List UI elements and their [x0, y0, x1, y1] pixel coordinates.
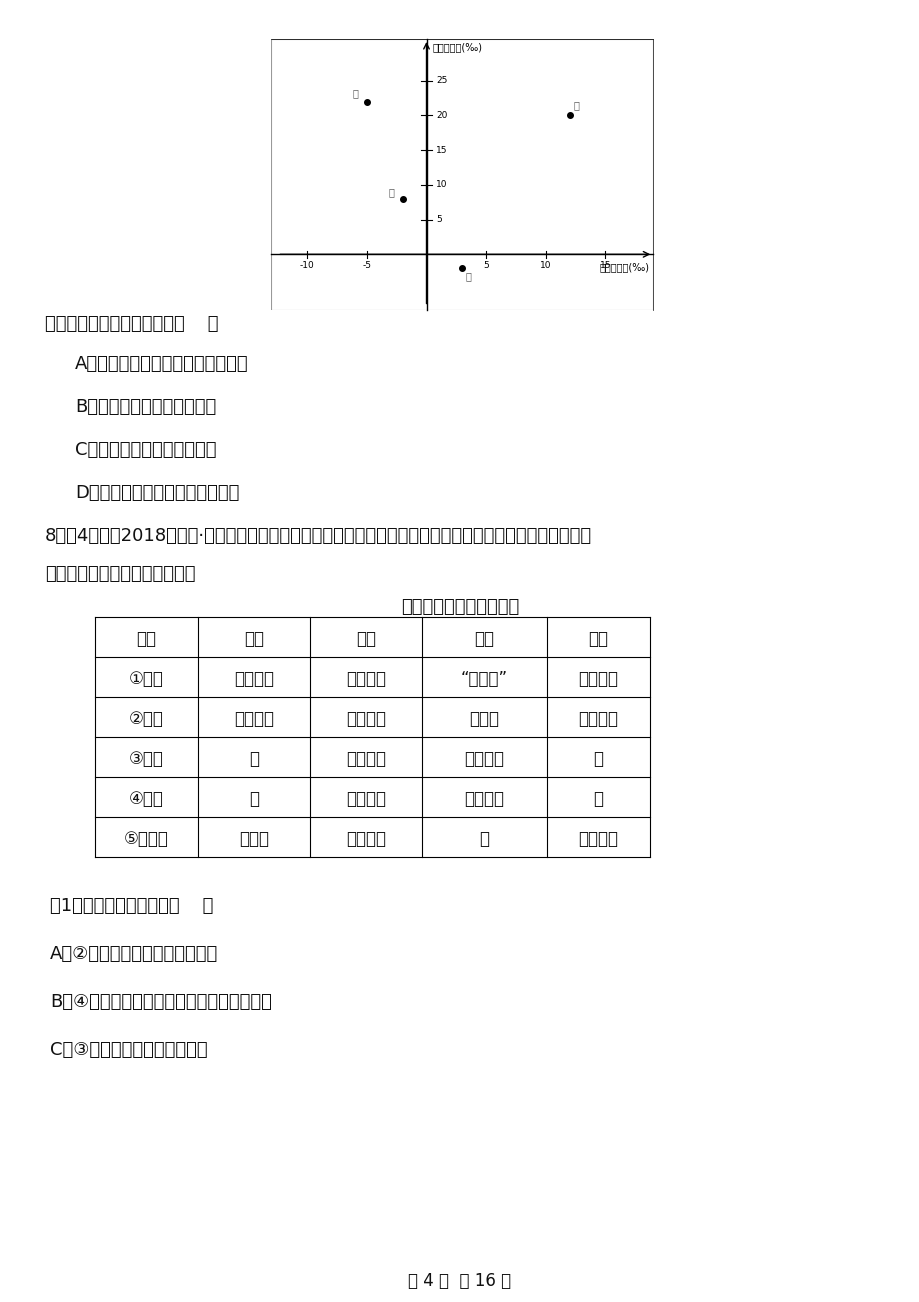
Text: 菜系: 菜系	[136, 630, 156, 648]
Text: ③苏菜: ③苏菜	[129, 750, 164, 768]
Text: 畜禽珍异: 畜禽珍异	[233, 671, 274, 687]
Text: ②川菜: ②川菜	[129, 710, 164, 728]
Text: 10: 10	[436, 181, 447, 189]
Text: 20: 20	[436, 111, 447, 120]
Text: 甲: 甲	[352, 89, 358, 98]
Text: B．巴西、印度、德国、美国: B．巴西、印度、德国、美国	[75, 398, 216, 417]
Text: C．印度、中国、日本、德国: C．印度、中国、日本、德国	[75, 441, 216, 460]
Text: B．④菜系源地文化风格显现温婉清丽的特点: B．④菜系源地文化风格显现温婉清丽的特点	[50, 993, 272, 1010]
Text: ？: ？	[249, 750, 259, 768]
Text: 15: 15	[599, 262, 610, 271]
Text: 吴侬民歌: 吴侬民歌	[463, 750, 504, 768]
Text: -5: -5	[362, 262, 371, 271]
Text: （1）以下判断正确的是（    ）: （1）以下判断正确的是（ ）	[50, 897, 213, 915]
Text: ⑤蒙古菜: ⑤蒙古菜	[123, 829, 168, 848]
Text: 竹枝词: 竹枝词	[469, 710, 498, 728]
Text: 灵巧多样: 灵巧多样	[346, 710, 386, 728]
Text: 坦荡远旷: 坦荡远旷	[577, 829, 618, 848]
Text: 新巧灵秀: 新巧灵秀	[577, 710, 618, 728]
Text: 25: 25	[436, 77, 447, 85]
Text: C．③菜系原料以生猛海鲜为主: C．③菜系原料以生猛海鲜为主	[50, 1042, 208, 1059]
Text: 15: 15	[436, 146, 447, 155]
Text: ？: ？	[479, 829, 489, 848]
Text: 烹调: 烹调	[356, 630, 376, 648]
Text: 土产山珍: 土产山珍	[233, 710, 274, 728]
Text: 原料: 原料	[244, 630, 264, 648]
Text: 8．（4分）（2018高二下·武邑开学考）某学校地理小组进行文化与地理环境关系课题研究，并已完成下表中: 8．（4分）（2018高二下·武邑开学考）某学校地理小组进行文化与地理环境关系课…	[45, 527, 592, 546]
Text: 5: 5	[436, 215, 441, 224]
Text: 丁: 丁	[465, 271, 471, 281]
Text: 丙: 丙	[388, 186, 393, 197]
Text: 第 4 页  共 16 页: 第 4 页 共 16 页	[408, 1272, 511, 1290]
Text: ④粤菜: ④粤菜	[129, 790, 164, 809]
Text: 丁各代表一个国家，依次是（    ）: 丁各代表一个国家，依次是（ ）	[45, 315, 219, 333]
Text: 牛马羊: 牛马羊	[239, 829, 268, 848]
Text: 风格: 风格	[587, 630, 607, 648]
Text: 浑厚深沉: 浑厚深沉	[577, 671, 618, 687]
Text: “小白菜”: “小白菜”	[460, 671, 507, 687]
Text: 乙: 乙	[573, 100, 578, 109]
Text: ？: ？	[593, 790, 602, 809]
Text: D．尼日利亚、印度、德国、英国: D．尼日利亚、印度、德国、英国	[75, 484, 239, 503]
Bar	[271, 39, 652, 310]
Text: 5: 5	[482, 262, 489, 271]
Text: 广东音乐: 广东音乐	[463, 790, 504, 809]
Text: 文艺: 文艺	[473, 630, 494, 648]
Text: 自然增长率(‰): 自然增长率(‰)	[432, 43, 482, 52]
Text: 部分内容。据此完成下面小题。: 部分内容。据此完成下面小题。	[45, 565, 196, 583]
Text: -10: -10	[300, 262, 314, 271]
Text: ？: ？	[249, 790, 259, 809]
Text: A．②菜系以清淡酸甜为主要特点: A．②菜系以清淡酸甜为主要特点	[50, 945, 218, 963]
Text: 质朴浓烈: 质朴浓烈	[346, 829, 386, 848]
Text: 10: 10	[539, 262, 551, 271]
Text: ①鲁菜: ①鲁菜	[129, 671, 164, 687]
Text: 人口迁移率(‰): 人口迁移率(‰)	[599, 263, 649, 272]
Text: 华丽奇特: 华丽奇特	[346, 790, 386, 809]
Text: 清淡平和: 清淡平和	[346, 750, 386, 768]
Text: 菜系与地域文艺风格对比: 菜系与地域文艺风格对比	[401, 598, 518, 616]
Text: 排场壮观: 排场壮观	[346, 671, 386, 687]
Text: A．苏丹、沙特阿拉伯、波兰、德国: A．苏丹、沙特阿拉伯、波兰、德国	[75, 355, 248, 372]
Text: ？: ？	[593, 750, 602, 768]
